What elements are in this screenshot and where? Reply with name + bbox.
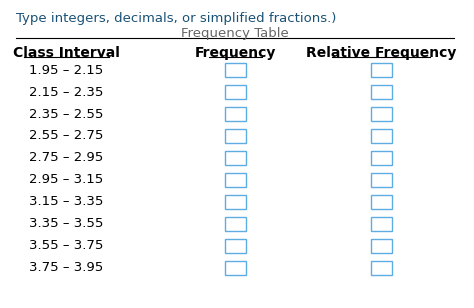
Text: 3.75 – 3.95: 3.75 – 3.95	[29, 261, 103, 274]
Text: Frequency: Frequency	[195, 46, 276, 60]
FancyBboxPatch shape	[225, 85, 246, 99]
FancyBboxPatch shape	[225, 107, 246, 121]
FancyBboxPatch shape	[371, 172, 392, 187]
FancyBboxPatch shape	[371, 261, 392, 275]
FancyBboxPatch shape	[371, 217, 392, 231]
FancyBboxPatch shape	[371, 107, 392, 121]
FancyBboxPatch shape	[225, 217, 246, 231]
Text: 3.55 – 3.75: 3.55 – 3.75	[29, 239, 104, 252]
Text: 2.35 – 2.55: 2.35 – 2.55	[29, 107, 104, 120]
FancyBboxPatch shape	[225, 261, 246, 275]
Text: 2.95 – 3.15: 2.95 – 3.15	[29, 173, 103, 186]
FancyBboxPatch shape	[225, 239, 246, 253]
FancyBboxPatch shape	[225, 195, 246, 209]
Text: 2.75 – 2.95: 2.75 – 2.95	[29, 152, 103, 164]
Text: Frequency Table: Frequency Table	[182, 27, 289, 40]
FancyBboxPatch shape	[225, 172, 246, 187]
Text: Class Interval: Class Interval	[13, 46, 120, 60]
FancyBboxPatch shape	[371, 129, 392, 143]
Text: Type integers, decimals, or simplified fractions.): Type integers, decimals, or simplified f…	[16, 12, 337, 25]
Text: Relative Frequency: Relative Frequency	[306, 46, 456, 60]
FancyBboxPatch shape	[225, 63, 246, 77]
FancyBboxPatch shape	[371, 151, 392, 165]
FancyBboxPatch shape	[225, 129, 246, 143]
FancyBboxPatch shape	[371, 239, 392, 253]
FancyBboxPatch shape	[371, 85, 392, 99]
FancyBboxPatch shape	[371, 63, 392, 77]
Text: 2.15 – 2.35: 2.15 – 2.35	[29, 86, 104, 99]
Text: 1.95 – 2.15: 1.95 – 2.15	[29, 63, 103, 77]
FancyBboxPatch shape	[371, 195, 392, 209]
FancyBboxPatch shape	[225, 151, 246, 165]
Text: 3.15 – 3.35: 3.15 – 3.35	[29, 195, 104, 209]
Text: 3.35 – 3.55: 3.35 – 3.55	[29, 217, 104, 230]
Text: 2.55 – 2.75: 2.55 – 2.75	[29, 129, 104, 143]
